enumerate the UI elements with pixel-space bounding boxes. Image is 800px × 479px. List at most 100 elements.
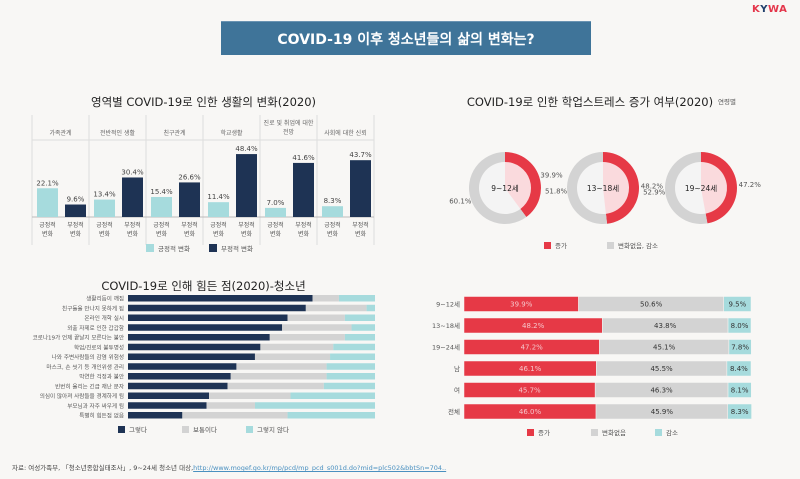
bar-negative <box>293 162 314 217</box>
donut-slice-neutral <box>665 152 708 224</box>
bar-segment-2 <box>330 353 375 360</box>
row-label: 의심이 많아져 사람들을 경계하게 됨 <box>40 392 124 400</box>
donut-value-increase: 48.2% <box>641 183 664 191</box>
row-label: 친구들을 만나지 못하게 됨 <box>62 304 124 312</box>
row-label: 코로나19가 언제 끝날지 모른다는 불안 <box>33 334 124 342</box>
row-label: 9~12세 <box>436 300 460 309</box>
row-label: 생활리듬이 깨짐 <box>86 295 124 303</box>
bar-segment-2 <box>727 382 752 398</box>
donut-slice-increase <box>701 152 737 224</box>
bar-value-label: 47.2% <box>521 344 544 352</box>
bar-value-label: 9.6% <box>67 196 85 204</box>
category-label: 부정적 <box>238 222 255 229</box>
bar-negative <box>350 160 371 217</box>
bar-value-label: 50.6% <box>640 301 663 309</box>
bar-segment-1 <box>282 324 352 331</box>
row-label: 빈번히 울리는 긴급 재난 문자 <box>55 382 124 390</box>
bar-segment-1 <box>305 304 367 312</box>
source-note: 자료: 여성가족부, 「청소년종합실태조사」, 9~24세 청소년 대상,htt… <box>12 462 446 472</box>
bar-segment-1 <box>312 295 339 302</box>
bar-segment-2 <box>366 304 375 312</box>
row-label: 학업/진로의 불투명성 <box>74 343 124 351</box>
bar-value-label: 46.0% <box>519 408 542 416</box>
category-label: 변화 <box>99 230 111 238</box>
bar-positive <box>37 188 58 217</box>
bar-segment-2 <box>728 339 752 355</box>
group-label: 학교생활 <box>220 129 243 137</box>
bar-negative <box>65 204 86 217</box>
donut-slice-increase <box>603 152 639 224</box>
row-label: 막연한 걱정과 불안 <box>79 373 124 381</box>
bar-segment-0 <box>128 392 210 399</box>
bar-segment-2 <box>727 403 752 420</box>
bar-segment-1 <box>227 382 324 390</box>
donut-center-label: 9~12세 <box>491 184 519 193</box>
category-label: 부정적 <box>124 222 141 229</box>
bar-segment-0 <box>128 304 306 312</box>
bar-segment-1 <box>182 412 288 419</box>
legend-swatch <box>246 426 253 433</box>
bar-segment-1 <box>269 334 345 341</box>
source-link[interactable]: http://www.mogef.go.kr/mp/pcd/mp_pcd_s00… <box>193 464 447 472</box>
bar-segment-0 <box>128 363 237 370</box>
bar-value-label: 22.1% <box>36 179 59 187</box>
hardship-chart-title: COVID-19로 인해 힘든 점(2020)-청소년 <box>101 279 306 293</box>
legend-swatch <box>209 244 217 252</box>
bar-segment-2 <box>727 317 752 334</box>
row-label: 외출 자제로 인한 갑갑함 <box>67 324 124 332</box>
category-label: 긍정적 <box>153 222 170 229</box>
legend-swatch <box>527 429 534 436</box>
bar-segment-1 <box>206 402 255 409</box>
source-text: 자료: 여성가족부, 「청소년종합실태조사」, 9~24세 청소년 대상, <box>12 464 194 472</box>
bar-segment-2 <box>290 392 375 399</box>
group-label: 전망 <box>283 128 295 136</box>
legend-label: 변화없음 <box>602 429 626 437</box>
donut-slice-neutral <box>469 152 527 224</box>
bar-segment-1 <box>209 392 291 399</box>
bar-value-label: 46.3% <box>650 387 673 395</box>
bar-value-label: 15.4% <box>150 188 173 196</box>
bar-value-label: 45.1% <box>653 344 676 352</box>
bar-value-label: 45.9% <box>651 408 674 416</box>
bar-value-label: 8.3% <box>731 408 749 416</box>
legend-label: 보통이다 <box>193 425 217 434</box>
bar-segment-1 <box>287 314 345 321</box>
category-label: 변화 <box>241 230 253 238</box>
donut-slice-neutral <box>566 152 608 224</box>
page-title: COVID-19 이후 청소년들의 삶의 변화는? <box>221 21 591 55</box>
category-label: 부정적 <box>352 222 369 229</box>
row-label: 전체 <box>448 407 460 416</box>
legend-label: 그렇지 않다 <box>257 425 289 434</box>
bar-segment-2 <box>351 324 375 331</box>
bar-segment-2 <box>726 360 752 377</box>
donut-center-label: 13~18세 <box>587 184 619 193</box>
bar-segment-1 <box>236 363 327 370</box>
bar-value-label: 45.7% <box>518 387 541 395</box>
bar-positive <box>151 196 172 217</box>
stress-donut-title: COVID-19로 인한 학업스트레스 증가 여부(2020) <box>466 95 714 109</box>
legend-swatch <box>544 242 551 249</box>
legend-label: 변화없음, 감소 <box>618 242 658 250</box>
row-label: 나와 주변사람들의 감염 위험성 <box>52 353 124 361</box>
life-change-chart-title: 영역별 COVID-19로 인한 생활의 변화(2020) <box>90 95 317 109</box>
bar-segment-2 <box>723 296 752 312</box>
row-label: 19~24세 <box>432 343 460 352</box>
donut-value-increase: 47.2% <box>739 181 762 189</box>
row-label: 부모님과 자주 싸우게 됨 <box>67 402 124 410</box>
bar-value-label: 11.4% <box>207 193 230 201</box>
bar-segment-2 <box>344 314 375 321</box>
bar-segment-0 <box>128 402 207 409</box>
bar-value-label: 45.5% <box>650 365 673 373</box>
kywa-logo: KYWA <box>752 4 788 15</box>
row-label: 마스크, 손 씻기 등 개인위생 관리 <box>46 363 124 371</box>
bar-segment-0 <box>128 334 270 341</box>
donut-inner-increase <box>505 162 531 209</box>
category-label: 긍정적 <box>324 222 341 229</box>
bar-segment-1 <box>260 343 334 351</box>
bar-negative <box>179 182 200 217</box>
category-label: 긍정적 <box>39 222 56 229</box>
bar-value-label: 26.6% <box>178 173 201 181</box>
bar-segment-0 <box>128 353 255 360</box>
category-label: 변화 <box>184 230 196 238</box>
